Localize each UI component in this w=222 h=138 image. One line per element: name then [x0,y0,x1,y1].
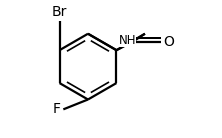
Text: NH: NH [118,34,136,47]
Text: O: O [163,35,174,49]
Text: F: F [53,102,61,116]
Text: Br: Br [52,5,67,19]
